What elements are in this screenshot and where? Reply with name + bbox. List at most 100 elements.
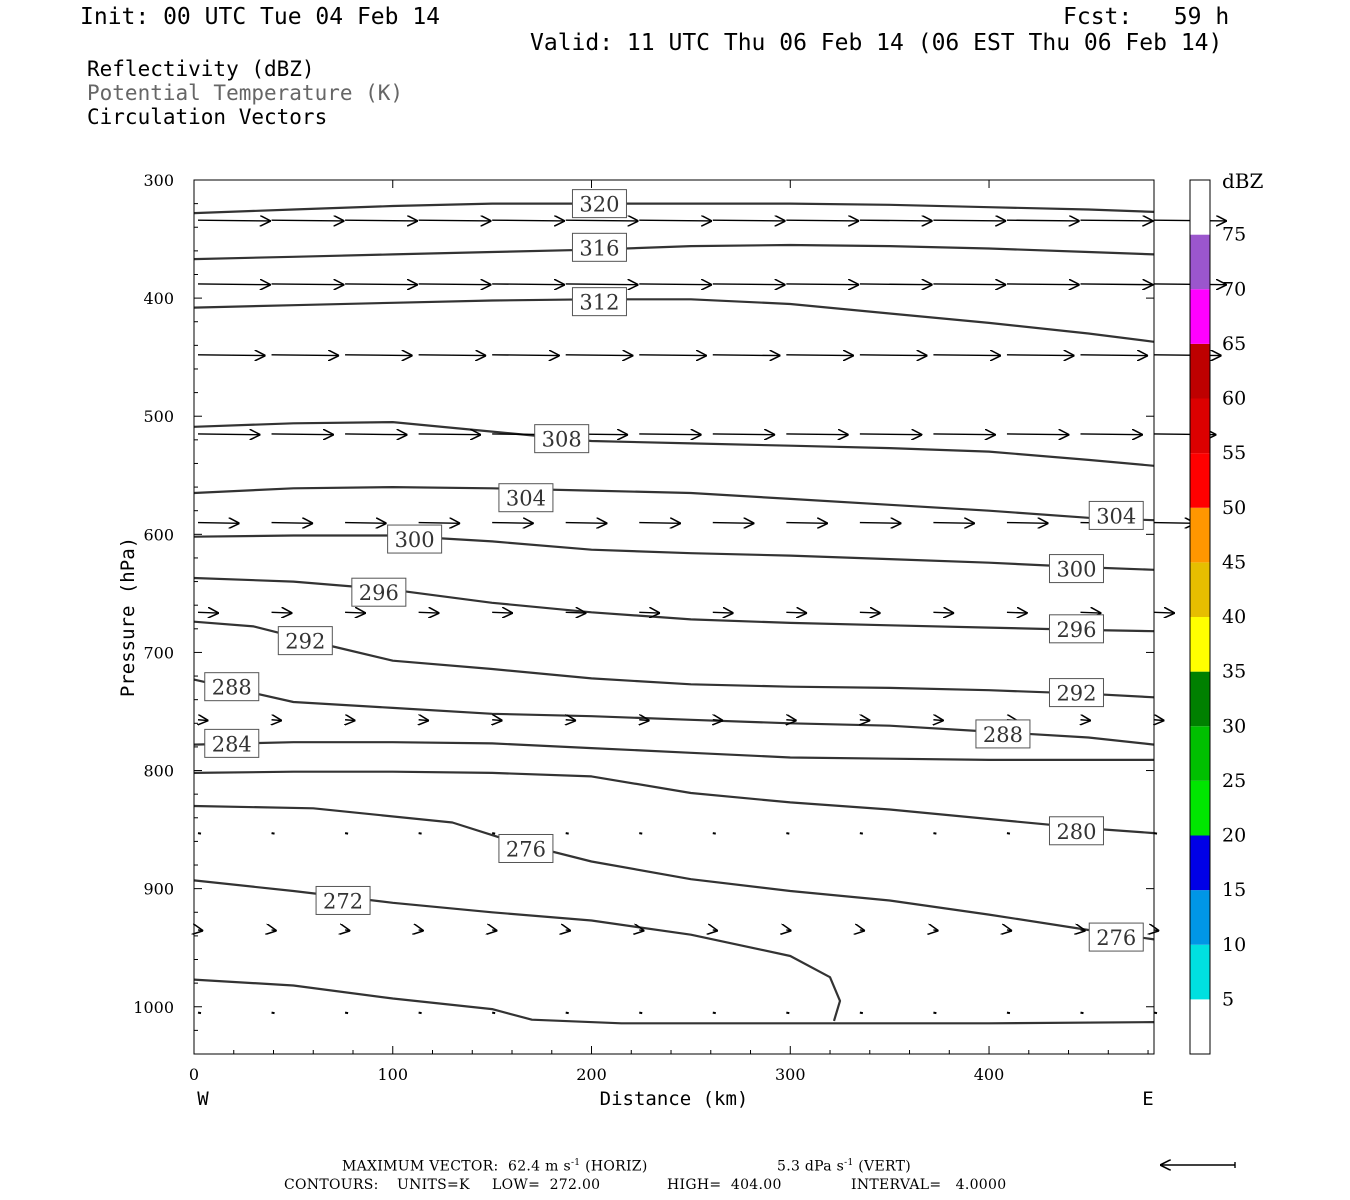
vector-5-0 bbox=[197, 612, 219, 613]
svg-text:288: 288 bbox=[983, 723, 1023, 747]
vector-9-13 bbox=[1153, 1011, 1158, 1015]
vector-0-10 bbox=[933, 220, 1006, 221]
vector-9-11 bbox=[1006, 1011, 1011, 1015]
vector-9-9 bbox=[859, 1011, 864, 1015]
vector-0-0 bbox=[197, 220, 271, 221]
vector-7-4 bbox=[491, 832, 496, 835]
vector-2-3 bbox=[418, 355, 487, 356]
max-vert-tag: (VERT) bbox=[858, 1158, 911, 1175]
vector-0-7 bbox=[712, 220, 786, 221]
contour-label-296-1: 296 bbox=[1048, 614, 1104, 644]
contour-label-280: 280 bbox=[1048, 816, 1104, 846]
vector-1-11 bbox=[1006, 284, 1080, 285]
vector-3-11 bbox=[1006, 434, 1069, 435]
contour-label-276: 276 bbox=[498, 833, 554, 863]
vector-7-11 bbox=[1006, 832, 1011, 835]
vector-6-3 bbox=[419, 720, 429, 721]
vector-9-2 bbox=[344, 1011, 349, 1015]
contours-units: UNITS=K bbox=[397, 1177, 470, 1193]
max-horiz-tag: (HORIZ) bbox=[585, 1158, 648, 1175]
colorbar-label-60: 60 bbox=[1222, 388, 1246, 410]
vector-4-13 bbox=[1154, 523, 1196, 524]
vector-5-13 bbox=[1153, 612, 1175, 613]
y-tick-label-700: 700 bbox=[143, 643, 174, 662]
contour-label-276-1: 276 bbox=[1088, 922, 1144, 952]
max-horiz-value: 62.4 m s bbox=[508, 1158, 571, 1175]
vector-9-5 bbox=[565, 1011, 569, 1015]
vector-4-5 bbox=[565, 523, 608, 524]
svg-text:284: 284 bbox=[212, 732, 252, 756]
contour-label-312: 312 bbox=[571, 287, 627, 317]
vector-2-6 bbox=[639, 355, 707, 356]
max-vert-line: 5.3 dPa s-1 (VERT) bbox=[777, 1159, 911, 1174]
vector-4-3 bbox=[418, 523, 461, 524]
vector-0-6 bbox=[639, 220, 712, 221]
vector-9-4 bbox=[491, 1011, 496, 1015]
theta-contour-280 bbox=[193, 770, 1155, 835]
svg-text:292: 292 bbox=[1056, 682, 1096, 706]
vector-8-2 bbox=[345, 930, 350, 931]
svg-text:288: 288 bbox=[212, 676, 252, 700]
vector-0-1 bbox=[271, 220, 345, 221]
dbz-colorbar: 5 10 15 20 25 30 35 40 45 50 55 60 65 70 75 bbox=[1189, 179, 1246, 1055]
colorbar-swatch-15 bbox=[1190, 835, 1210, 891]
vector-3-12 bbox=[1080, 434, 1142, 435]
vector-8-9 bbox=[860, 930, 865, 931]
vector-5-12 bbox=[1080, 612, 1101, 613]
x-tick-label-300: 300 bbox=[775, 1065, 806, 1084]
colorbar-label-75: 75 bbox=[1222, 224, 1246, 246]
svg-text:316: 316 bbox=[579, 236, 619, 260]
field-potential-temperature: Potential Temperature (K) bbox=[87, 81, 404, 105]
vector-4-9 bbox=[859, 523, 902, 524]
vector-3-8 bbox=[786, 434, 848, 435]
contour-label-300-1: 300 bbox=[1048, 554, 1104, 584]
vector-1-8 bbox=[786, 284, 859, 285]
vector-1-3 bbox=[418, 284, 492, 285]
vector-9-12 bbox=[1080, 1011, 1084, 1015]
vector-0-5 bbox=[565, 220, 639, 221]
vector-4-7 bbox=[712, 523, 755, 524]
vector-7-3 bbox=[418, 832, 422, 835]
vector-5-9 bbox=[859, 612, 881, 613]
colorbar-label-50: 50 bbox=[1222, 497, 1246, 519]
contour-label-304: 304 bbox=[498, 483, 554, 513]
contours-interval: INTERVAL= 4.0000 bbox=[851, 1177, 1007, 1193]
colorbar-label-35: 35 bbox=[1222, 661, 1246, 683]
svg-text:304: 304 bbox=[1096, 504, 1136, 528]
x-tick-label-400: 400 bbox=[974, 1065, 1005, 1084]
colorbar-swatch-10 bbox=[1190, 890, 1210, 945]
vector-7-1 bbox=[271, 832, 275, 835]
theta-contour-304 bbox=[193, 486, 1155, 522]
vector-9-0 bbox=[197, 1011, 202, 1015]
vector-6-13 bbox=[1154, 720, 1164, 721]
vector-7-10 bbox=[933, 832, 937, 835]
vector-2-13 bbox=[1154, 355, 1222, 356]
max-horiz-exp: -1 bbox=[570, 1158, 581, 1168]
vector-5-5 bbox=[565, 612, 587, 613]
circulation-vectors bbox=[197, 220, 1227, 1015]
contour-label-316: 316 bbox=[571, 232, 627, 262]
x-tick-label-200: 200 bbox=[576, 1065, 607, 1084]
vector-8-3 bbox=[419, 930, 424, 931]
vector-9-10 bbox=[933, 1011, 937, 1015]
vector-1-5 bbox=[565, 284, 639, 285]
theta-contour-296 bbox=[193, 576, 1155, 633]
vector-5-4 bbox=[492, 612, 513, 613]
vector-6-7 bbox=[713, 720, 723, 721]
colorbar-swatch-5 bbox=[1190, 944, 1210, 1000]
colorbar-swatch-55 bbox=[1190, 398, 1210, 454]
vector-4-6 bbox=[639, 523, 681, 524]
y-tick-label-500: 500 bbox=[143, 407, 174, 426]
contour-label-288-1: 288 bbox=[975, 719, 1031, 749]
field-circulation-vectors: Circulation Vectors bbox=[87, 105, 328, 129]
svg-text:296: 296 bbox=[1056, 618, 1096, 642]
vector-2-11 bbox=[1006, 355, 1075, 356]
x-tick-label-0: 0 bbox=[189, 1065, 199, 1084]
contours-high: HIGH= 404.00 bbox=[667, 1177, 782, 1193]
vector-4-8 bbox=[786, 523, 828, 524]
vector-9-7 bbox=[712, 1011, 716, 1015]
svg-text:304: 304 bbox=[506, 487, 546, 511]
colorbar-label-5: 5 bbox=[1222, 988, 1234, 1010]
vector-3-10 bbox=[933, 434, 995, 435]
vector-9-3 bbox=[418, 1011, 422, 1015]
